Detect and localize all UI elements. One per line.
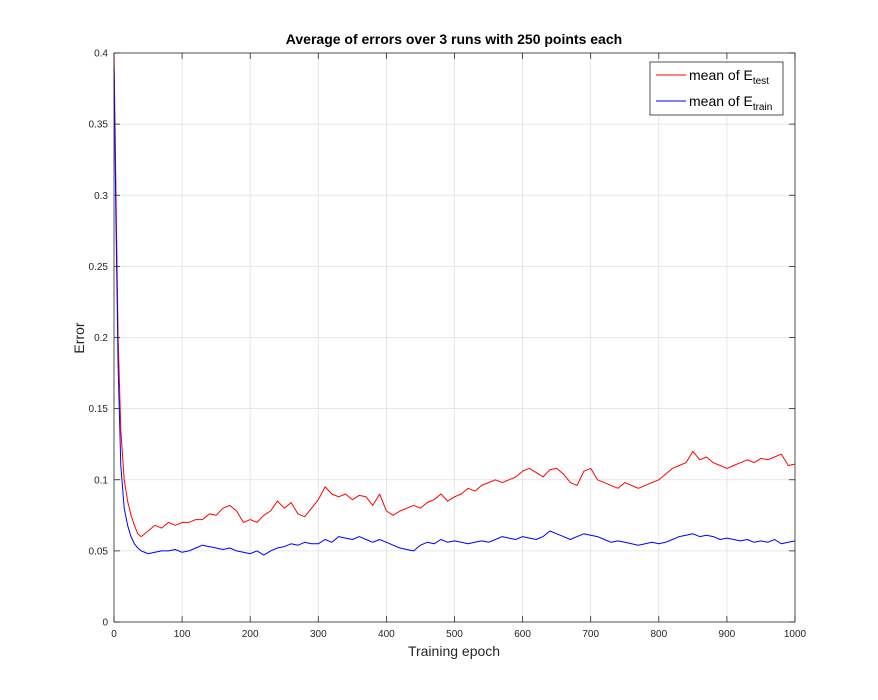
x-axis-label: Training epoch [408, 643, 500, 659]
x-tick-label: 400 [378, 629, 395, 640]
x-tick-label: 600 [514, 629, 531, 640]
legend-label-train-main: mean of E [689, 93, 753, 109]
x-tick-label: 300 [310, 629, 327, 640]
y-tick-label: 0.25 [89, 262, 109, 273]
x-tick-label: 900 [719, 629, 736, 640]
x-tick-label: 0 [111, 629, 117, 640]
x-tick-label: 700 [582, 629, 599, 640]
y-tick-label: 0.05 [89, 546, 109, 557]
plot-area [113, 52, 796, 623]
series-lines [113, 52, 796, 556]
y-tick-labels: 0 0.05 0.1 0.15 0.2 0.25 0.3 0.35 0.4 [89, 49, 109, 629]
tick-marks [113, 52, 796, 623]
y-tick-label: 0 [102, 618, 108, 629]
y-tick-label: 0.1 [94, 475, 108, 486]
x-tick-labels: 0 100 200 300 400 500 600 700 800 900 1000 [111, 629, 806, 640]
x-tick-label: 200 [242, 629, 259, 640]
y-tick-label: 0.15 [89, 404, 109, 415]
x-tick-label: 100 [174, 629, 191, 640]
legend-box [649, 61, 784, 116]
grid-lines [114, 53, 795, 622]
x-tick-label: 500 [446, 629, 463, 640]
y-tick-label: 0.35 [89, 120, 109, 131]
y-tick-label: 0.3 [94, 191, 108, 202]
x-tick-label: 1000 [784, 629, 807, 640]
legend-label-test-main: mean of E [689, 67, 753, 83]
legend-label-train: mean of Etrain [689, 93, 772, 113]
legend-label-test-sub: test [753, 76, 769, 87]
y-axis-label: Error [71, 322, 87, 353]
legend-label-train-sub: train [753, 102, 772, 113]
legend-label-test: mean of Etest [689, 67, 769, 87]
series-line-train [113, 67, 796, 556]
y-tick-label: 0.4 [94, 49, 108, 60]
x-tick-label: 800 [650, 629, 667, 640]
legend: mean of Etest mean of Etrain [649, 61, 784, 116]
y-tick-label: 0.2 [94, 333, 108, 344]
series-line-test [113, 52, 796, 538]
chart-title: Average of errors over 3 runs with 250 p… [286, 31, 622, 47]
